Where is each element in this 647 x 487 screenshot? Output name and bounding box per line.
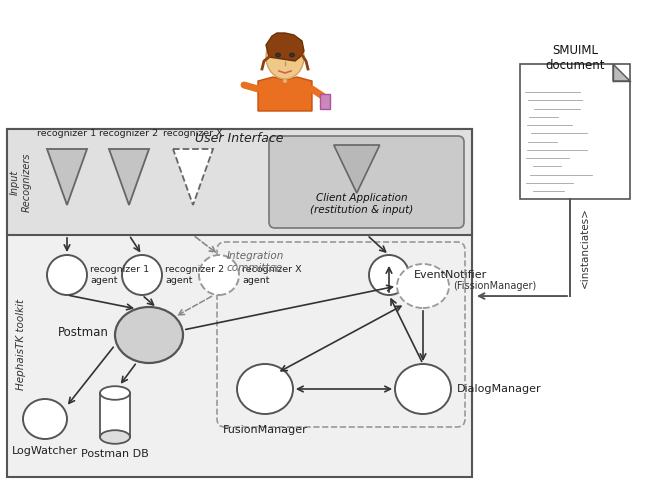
Ellipse shape <box>122 255 162 295</box>
Text: recognizer 2: recognizer 2 <box>100 130 159 138</box>
Text: recognizer X: recognizer X <box>163 130 223 138</box>
Polygon shape <box>266 33 304 61</box>
Polygon shape <box>258 77 312 111</box>
Ellipse shape <box>47 255 87 295</box>
Text: Input
Recognizers: Input Recognizers <box>10 152 32 212</box>
Ellipse shape <box>395 364 451 414</box>
Ellipse shape <box>237 364 293 414</box>
Polygon shape <box>613 64 630 81</box>
Text: recognizer 1
agent: recognizer 1 agent <box>90 265 149 285</box>
Text: Postman DB: Postman DB <box>81 449 149 459</box>
Text: (FissionManager): (FissionManager) <box>453 281 536 291</box>
Text: HephaisTK toolkit: HephaisTK toolkit <box>16 299 26 390</box>
Text: recognizer 1: recognizer 1 <box>38 130 96 138</box>
Text: recognizer 2
agent: recognizer 2 agent <box>165 265 224 285</box>
Text: SMUIML
document: SMUIML document <box>545 44 605 72</box>
Text: EventNotifier: EventNotifier <box>414 270 487 280</box>
Ellipse shape <box>23 399 67 439</box>
Bar <box>7 129 472 235</box>
Polygon shape <box>109 149 149 205</box>
Text: LogWatcher: LogWatcher <box>12 446 78 456</box>
Bar <box>320 94 330 109</box>
Bar <box>520 64 630 199</box>
Text: FusionManager: FusionManager <box>223 425 307 435</box>
Text: Integration
committee: Integration committee <box>227 251 285 273</box>
Ellipse shape <box>199 255 239 295</box>
Ellipse shape <box>115 307 183 363</box>
Ellipse shape <box>289 53 294 57</box>
Polygon shape <box>334 145 380 193</box>
Ellipse shape <box>397 264 449 308</box>
Ellipse shape <box>369 255 409 295</box>
Ellipse shape <box>266 35 304 79</box>
Ellipse shape <box>100 386 130 400</box>
Polygon shape <box>47 149 87 205</box>
Bar <box>100 393 130 437</box>
Bar <box>7 129 472 477</box>
Text: Client Application
(restitution & input): Client Application (restitution & input) <box>310 193 413 215</box>
Text: <instanciates>: <instanciates> <box>580 207 590 288</box>
Text: DialogManager: DialogManager <box>457 384 542 394</box>
Ellipse shape <box>100 430 130 444</box>
Ellipse shape <box>276 53 281 57</box>
FancyBboxPatch shape <box>269 136 464 228</box>
Text: recognizer X
agent: recognizer X agent <box>242 265 302 285</box>
Polygon shape <box>173 149 213 205</box>
Text: User Interface: User Interface <box>195 132 284 146</box>
Text: Postman: Postman <box>58 325 109 338</box>
